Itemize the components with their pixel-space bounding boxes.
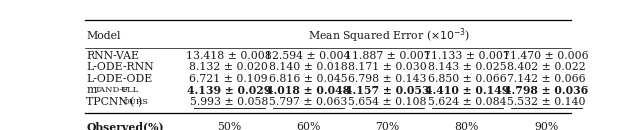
Text: 50%: 50%: [217, 122, 241, 130]
Text: Mean Squared Error ($\times$$10^{-3}$): Mean Squared Error ($\times$$10^{-3}$): [308, 26, 470, 45]
Text: 5.532 ± 0.140: 5.532 ± 0.140: [507, 97, 586, 107]
Text: 8.143 ± 0.025: 8.143 ± 0.025: [428, 62, 506, 72]
Text: OURS: OURS: [122, 98, 148, 106]
Text: RNN-VAE: RNN-VAE: [86, 51, 140, 61]
Text: 5.993 ± 0.058: 5.993 ± 0.058: [189, 97, 268, 107]
Text: 11.133 ± 0.007: 11.133 ± 0.007: [424, 51, 509, 61]
Text: 5.797 ± 0.063: 5.797 ± 0.063: [269, 97, 348, 107]
Text: 5.654 ± 0.108: 5.654 ± 0.108: [348, 97, 427, 107]
Text: 8.171 ± 0.030: 8.171 ± 0.030: [348, 62, 427, 72]
Text: 6.816 ± 0.045: 6.816 ± 0.045: [269, 74, 348, 84]
Text: L-ODE-RNN: L-ODE-RNN: [86, 62, 154, 72]
Text: 4.157 ± 0.053: 4.157 ± 0.053: [345, 85, 430, 96]
Text: 6.798 ± 0.143: 6.798 ± 0.143: [348, 74, 427, 84]
Text: 11.887 ± 0.007: 11.887 ± 0.007: [345, 51, 430, 61]
Text: 80%: 80%: [454, 122, 479, 130]
Text: 6.721 ± 0.109: 6.721 ± 0.109: [189, 74, 268, 84]
Text: Observed(%): Observed(%): [86, 121, 164, 130]
Text: 5.624 ± 0.084: 5.624 ± 0.084: [428, 97, 506, 107]
Text: 60%: 60%: [296, 122, 321, 130]
Text: 4.018 ± 0.048: 4.018 ± 0.048: [266, 85, 350, 96]
Text: 8.132 ± 0.020: 8.132 ± 0.020: [189, 62, 268, 72]
Text: ULL: ULL: [121, 86, 139, 94]
Text: 6.850 ± 0.066: 6.850 ± 0.066: [428, 74, 506, 84]
Text: 4.139 ± 0.029: 4.139 ± 0.029: [187, 85, 271, 96]
Text: L-ODE-ODE: L-ODE-ODE: [86, 74, 153, 84]
Text: 90%: 90%: [534, 122, 558, 130]
Text: 12.594 ± 0.004: 12.594 ± 0.004: [266, 51, 351, 61]
Text: 8.140 ± 0.018: 8.140 ± 0.018: [269, 62, 348, 72]
Text: Model: Model: [86, 31, 121, 41]
Text: m: m: [86, 85, 97, 95]
Text: 8.402 ± 0.022: 8.402 ± 0.022: [507, 62, 586, 72]
Text: ): ): [138, 97, 142, 107]
Text: 4.410 ± 0.149: 4.410 ± 0.149: [425, 85, 509, 96]
Text: 70%: 70%: [376, 122, 399, 130]
Text: 11.470 ± 0.006: 11.470 ± 0.006: [504, 51, 589, 61]
Text: 13.418 ± 0.008: 13.418 ± 0.008: [186, 51, 271, 61]
Text: 4.798 ± 0.036: 4.798 ± 0.036: [504, 85, 588, 96]
Text: TAND-F: TAND-F: [95, 86, 129, 94]
Text: TPCNN (: TPCNN (: [86, 97, 135, 107]
Text: 7.142 ± 0.066: 7.142 ± 0.066: [507, 74, 586, 84]
